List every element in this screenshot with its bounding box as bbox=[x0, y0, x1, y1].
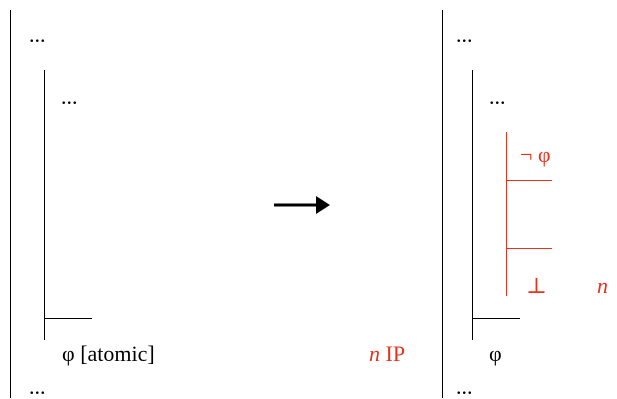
left-inner-scope-line bbox=[44, 70, 45, 340]
left-phi-atomic-label: φ [atomic] bbox=[62, 341, 155, 366]
right-inner-scope-line bbox=[472, 70, 473, 340]
left-outer-scope-line bbox=[10, 10, 11, 398]
right-subproof-close-line bbox=[472, 318, 520, 319]
rule-label: n IP bbox=[369, 343, 405, 365]
left-top-ellipsis: ... bbox=[29, 22, 46, 47]
right-inner-ellipsis: ... bbox=[489, 84, 506, 109]
rule-n-variable: n bbox=[369, 341, 380, 366]
rule-ip-name: IP bbox=[385, 341, 406, 366]
left-bottom-ellipsis: ... bbox=[29, 374, 46, 399]
right-assumption-scope-line bbox=[506, 132, 507, 296]
left-inner-ellipsis: ... bbox=[61, 84, 78, 109]
right-phi-conclusion: φ bbox=[489, 341, 502, 366]
right-n-label: n bbox=[597, 273, 608, 298]
right-bottom-ellipsis: ... bbox=[456, 374, 473, 399]
right-arrow-icon bbox=[274, 196, 330, 214]
right-negated-phi-assumption: ¬ φ bbox=[520, 142, 551, 167]
right-bottom-symbol: ⊥ bbox=[526, 273, 547, 298]
left-subproof-close-line bbox=[44, 318, 92, 319]
right-bottom-separator-line bbox=[506, 248, 552, 249]
right-outer-scope-line bbox=[442, 10, 443, 398]
right-top-ellipsis: ... bbox=[456, 22, 473, 47]
right-assumption-underline bbox=[506, 180, 552, 181]
